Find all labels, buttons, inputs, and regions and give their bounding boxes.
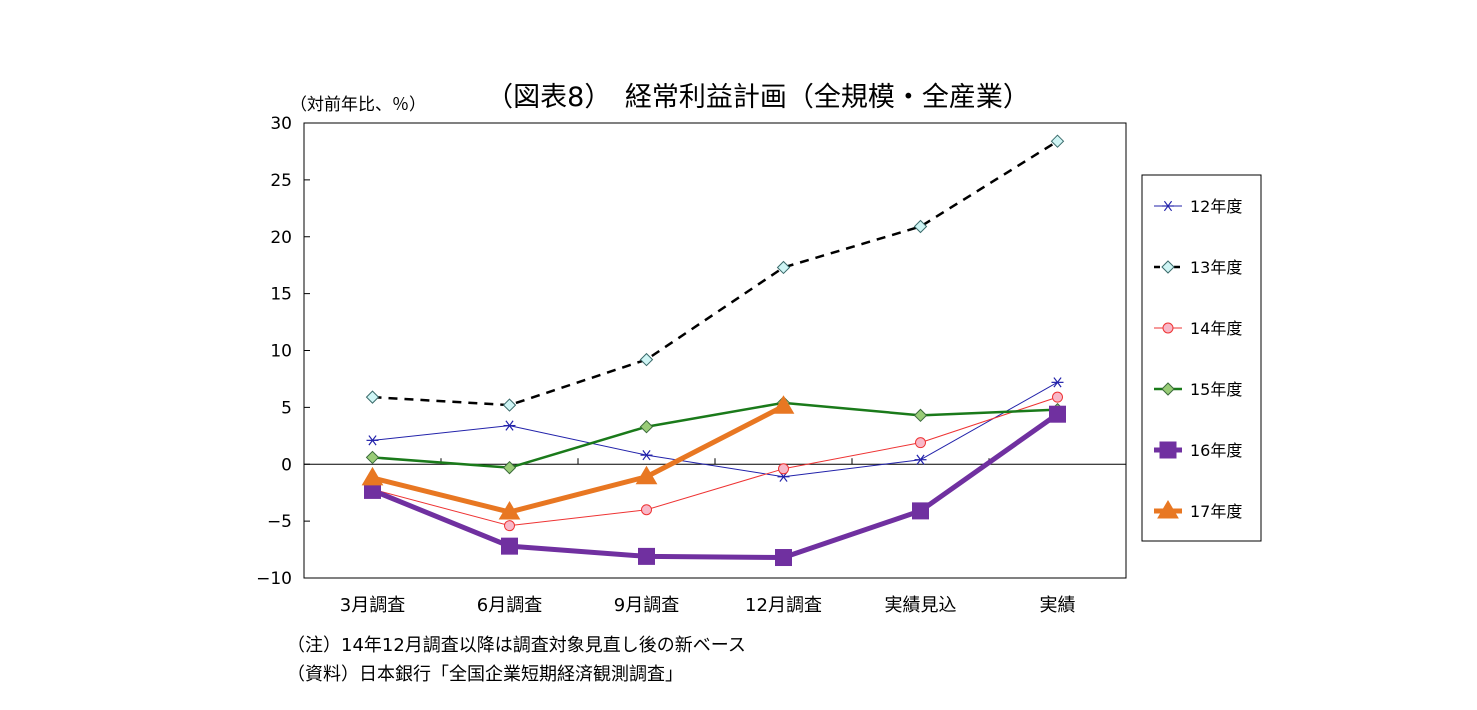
x-tick-label: 実績 [1040, 595, 1076, 616]
data-point [638, 547, 655, 565]
data-point [641, 504, 652, 516]
y-tick-label: 10 [270, 342, 292, 362]
data-point [776, 260, 791, 275]
series-14年度 [367, 391, 1063, 532]
data-point [365, 450, 380, 465]
series-line [372, 381, 1058, 478]
y-axis-unit-label: （対前年比、％） [290, 95, 426, 115]
series-13年度 [365, 134, 1065, 412]
plot-area [303, 122, 1127, 579]
legend-entry: 17年度 [1154, 500, 1242, 521]
x-tick-label: 6月調査 [477, 595, 542, 616]
data-point [915, 437, 926, 449]
x-tick-label: 3月調査 [340, 595, 405, 616]
series-layer [361, 134, 1066, 567]
y-tick-label: 5 [281, 398, 292, 418]
footnote-note: （注）14年12月調査以降は調査対象見直し後の新ベース [287, 635, 746, 656]
data-point [1049, 405, 1066, 423]
data-point [642, 449, 651, 461]
data-point [361, 466, 384, 486]
data-point [502, 460, 517, 475]
legend-marker [1161, 260, 1175, 274]
legend-label: 14年度 [1190, 319, 1242, 338]
data-point [368, 435, 377, 446]
data-point [365, 390, 380, 404]
y-tick-label: −10 [256, 569, 292, 589]
legend-label: 15年度 [1190, 380, 1242, 399]
series-line [372, 396, 1058, 527]
legend-marker [1157, 500, 1179, 519]
data-point [1050, 134, 1065, 148]
footnote-source: （資料）日本銀行「全国企業短期経済観測調査」 [287, 664, 683, 685]
legend-entry: 16年度 [1154, 441, 1242, 460]
legend-label: 17年度 [1190, 502, 1242, 521]
y-tick-label: 15 [270, 285, 292, 305]
data-point [772, 395, 795, 414]
y-axis: 30 25 20 15 10 5 0 −5 −10 [256, 114, 310, 589]
data-point [1052, 391, 1063, 403]
data-point [639, 420, 654, 434]
series-line [372, 401, 1058, 469]
legend-label: 16年度 [1190, 441, 1242, 460]
x-tick-label: 実績見込 [885, 595, 957, 616]
legend-box [1141, 174, 1262, 542]
data-point [778, 463, 789, 475]
data-point [635, 465, 658, 485]
series-line [371, 412, 1059, 561]
series-16年度 [364, 405, 1066, 567]
legend-marker [1161, 382, 1175, 396]
legend: 12年度 13年度 14年度 15年度 16年度 17年度 [1141, 174, 1262, 542]
y-tick-label: −5 [267, 512, 292, 532]
legend-marker [1163, 200, 1173, 212]
data-point [913, 219, 928, 234]
data-point [1053, 377, 1062, 388]
data-point [912, 502, 929, 520]
y-tick-label: 0 [281, 455, 292, 475]
legend-entry: 12年度 [1154, 197, 1242, 216]
series-17年度 [361, 395, 795, 520]
x-tick-label: 9月調査 [614, 595, 679, 616]
series-line [371, 404, 785, 515]
data-point [913, 408, 928, 423]
data-point [775, 549, 792, 567]
y-tick-label: 20 [270, 228, 292, 248]
data-point [639, 352, 654, 367]
data-point [498, 501, 521, 520]
legend-marker [1162, 322, 1174, 334]
legend-entry: 14年度 [1154, 319, 1242, 338]
data-point [505, 420, 514, 431]
series-line [372, 140, 1059, 407]
chart: （図表8） 経常利益計画（全規模・全産業） （対前年比、％） 30 25 20 15 1… [256, 82, 1262, 616]
y-tick-label: 25 [270, 171, 292, 191]
data-point [916, 454, 925, 465]
chart-title: （図表8） 経常利益計画（全規模・全産業） [486, 82, 1030, 113]
x-axis: 3月調査 6月調査 9月調査 12月調査 実績見込 実績 [340, 458, 1076, 616]
legend-label: 13年度 [1190, 258, 1242, 277]
data-point [504, 520, 515, 532]
legend-entry: 13年度 [1154, 258, 1242, 277]
x-tick-label: 12月調査 [745, 595, 822, 616]
data-point [501, 537, 518, 555]
legend-marker [1159, 441, 1177, 459]
legend-label: 12年度 [1190, 197, 1242, 216]
y-tick-label: 30 [270, 114, 292, 134]
data-point [502, 398, 517, 412]
legend-entry: 15年度 [1154, 380, 1242, 399]
